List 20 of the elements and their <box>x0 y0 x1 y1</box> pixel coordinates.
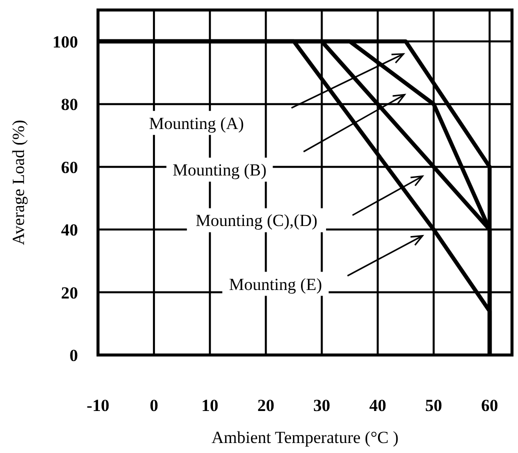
y-tick-label: 20 <box>61 283 78 302</box>
y-tick-label: 60 <box>61 158 78 177</box>
y-tick-label: 40 <box>61 220 78 240</box>
x-axis-title: Ambient Temperature (°C ) <box>211 428 399 447</box>
x-tick-label: 30 <box>313 396 330 416</box>
x-tick-label: 10 <box>201 396 218 416</box>
y-axis-title: Average Load (%) <box>9 120 28 246</box>
y-tick-label: 0 <box>70 346 78 366</box>
x-tick-label: 0 <box>150 396 158 416</box>
y-tick-label: 80 <box>61 95 78 114</box>
x-tick-label: -10 <box>86 396 110 416</box>
x-tick-label: 20 <box>257 396 274 416</box>
annotation: Mounting (A) <box>149 114 244 133</box>
x-tick-label: 60 <box>481 396 498 416</box>
x-tick-label: 40 <box>369 396 386 416</box>
x-tick-label: 50 <box>425 396 442 416</box>
annotation: Mounting (E) <box>228 274 322 294</box>
y-tick-label: 100 <box>52 32 78 52</box>
annotation: Mounting (B) <box>172 160 267 180</box>
annotation: Mounting (C),(D) <box>196 211 318 230</box>
